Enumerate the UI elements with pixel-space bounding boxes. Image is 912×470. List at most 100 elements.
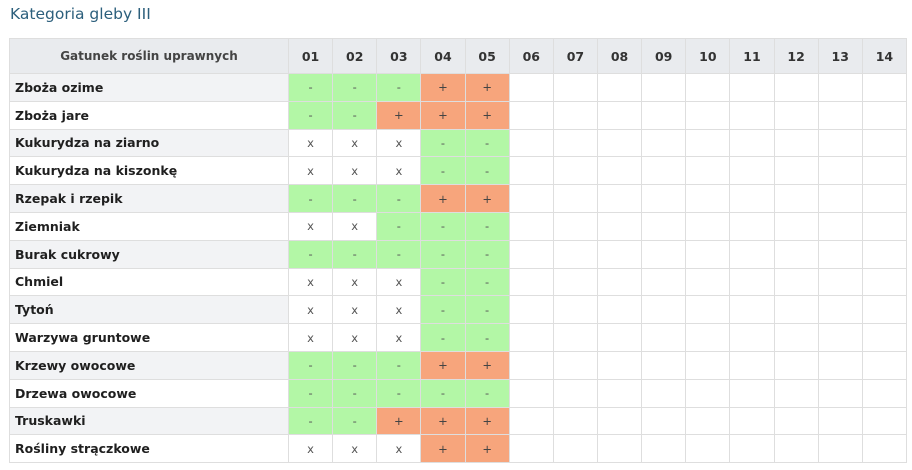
table-cell: x <box>287 156 334 186</box>
table-cell <box>685 156 731 186</box>
table-cell: - <box>287 406 334 436</box>
table-cell: - <box>420 239 466 269</box>
column-header-07: 07 <box>552 38 598 74</box>
table-cell: - <box>332 239 378 269</box>
crop-name: Burak cukrowy <box>9 239 289 269</box>
table-cell <box>817 156 863 186</box>
table-cell: - <box>376 211 422 241</box>
table-cell <box>596 295 643 325</box>
table-cell <box>729 295 775 325</box>
crop-name: Warzywa gruntowe <box>9 323 289 352</box>
table-cell <box>508 128 554 158</box>
table-cell <box>552 156 598 186</box>
table-cell: x <box>332 156 378 186</box>
table-cell: + <box>464 184 510 213</box>
crop-name: Zboża ozime <box>9 73 289 102</box>
table-cell: x <box>287 267 334 297</box>
table-cell <box>729 350 775 380</box>
table-cell <box>817 239 863 269</box>
table-cell <box>773 378 819 408</box>
table-cell <box>641 378 687 408</box>
table-cell: x <box>376 295 422 325</box>
table-cell <box>685 295 731 325</box>
column-header-09: 09 <box>641 38 687 74</box>
table-cell <box>596 211 643 241</box>
crop-name: Ziemniak <box>9 211 289 241</box>
crop-name: Truskawki <box>9 406 289 436</box>
table-cell <box>641 434 687 464</box>
table-cell: + <box>464 100 510 130</box>
table-cell <box>596 406 643 436</box>
table-row: Tytoń x x x - - <box>9 295 908 325</box>
table-cell <box>685 434 731 464</box>
column-header-06: 06 <box>508 38 554 74</box>
table-cell <box>685 128 731 158</box>
table-cell: - <box>464 239 510 269</box>
table-cell <box>508 295 554 325</box>
table-cell: x <box>376 267 422 297</box>
table-cell <box>817 73 863 102</box>
table-cell <box>861 295 908 325</box>
table-cell <box>861 406 908 436</box>
table-row: Chmiel x x x - - <box>9 267 908 297</box>
table-cell <box>641 323 687 352</box>
table-cell <box>729 100 775 130</box>
table-cell: x <box>376 128 422 158</box>
table-row: Rośliny strączkowe x x x + + <box>9 434 908 464</box>
soil-category-table: Gatunek roślin uprawnych 01 02 03 04 05 06 07 0… <box>9 38 908 464</box>
table-cell <box>552 100 598 130</box>
table-cell <box>773 73 819 102</box>
table-cell <box>641 406 687 436</box>
table-cell: + <box>464 73 510 102</box>
table-cell <box>817 350 863 380</box>
table-cell: - <box>287 100 334 130</box>
table-cell: - <box>464 267 510 297</box>
column-header-02: 02 <box>332 38 378 74</box>
table-cell <box>729 267 775 297</box>
table-cell: - <box>332 378 378 408</box>
table-cell <box>508 323 554 352</box>
table-cell: + <box>464 350 510 380</box>
table-cell <box>861 267 908 297</box>
table-cell <box>817 323 863 352</box>
table-cell <box>773 128 819 158</box>
table-cell <box>596 184 643 213</box>
table-cell <box>508 211 554 241</box>
table-cell <box>641 267 687 297</box>
table-cell <box>817 295 863 325</box>
table-row: Truskawki - - + + + <box>9 406 908 436</box>
table-cell <box>773 239 819 269</box>
table-cell <box>773 156 819 186</box>
table-cell: - <box>464 156 510 186</box>
column-header-05: 05 <box>464 38 510 74</box>
table-cell: x <box>332 128 378 158</box>
table-cell <box>773 323 819 352</box>
table-row: Zboża ozime - - - + + <box>9 73 908 102</box>
table-cell: - <box>464 378 510 408</box>
table-cell <box>817 184 863 213</box>
table-cell <box>552 295 598 325</box>
crop-name: Tytoń <box>9 295 289 325</box>
table-cell: - <box>376 350 422 380</box>
table-cell <box>729 156 775 186</box>
crop-name: Kukurydza na ziarno <box>9 128 289 158</box>
table-cell <box>685 267 731 297</box>
table-cell <box>685 350 731 380</box>
table-cell <box>508 239 554 269</box>
table-cell <box>641 184 687 213</box>
table-cell <box>861 378 908 408</box>
table-cell <box>552 406 598 436</box>
crop-name: Rośliny strączkowe <box>9 434 289 464</box>
table-cell: x <box>287 323 334 352</box>
table-cell <box>817 128 863 158</box>
table-row: Zboża jare - - + + + <box>9 100 908 130</box>
crop-name: Drzewa owocowe <box>9 378 289 408</box>
table-cell <box>508 406 554 436</box>
table-cell <box>685 323 731 352</box>
table-cell: - <box>420 267 466 297</box>
table-cell <box>552 184 598 213</box>
table-cell <box>641 239 687 269</box>
table-cell: - <box>464 211 510 241</box>
table-cell <box>817 406 863 436</box>
table-cell <box>817 378 863 408</box>
